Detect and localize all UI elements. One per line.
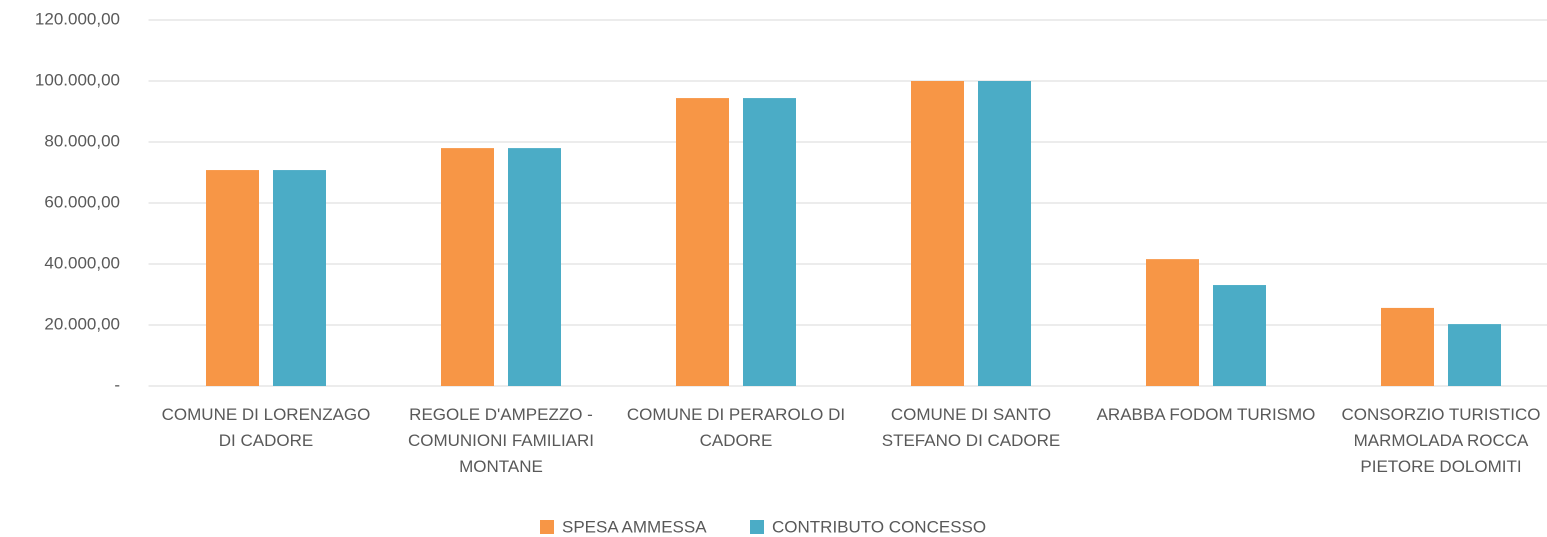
y-tick-label: 20.000,00 [44, 314, 120, 333]
bar [508, 148, 561, 386]
y-tick-label: - [114, 375, 120, 394]
legend-label: SPESA AMMESSA [562, 517, 707, 536]
legend-label: CONTRIBUTO CONCESSO [772, 517, 986, 536]
x-tick-label: ARABBA FODOM TURISMO [1096, 405, 1316, 424]
bar [441, 148, 494, 386]
legend-swatch [750, 520, 764, 534]
bar [978, 81, 1031, 386]
legend-swatch [540, 520, 554, 534]
bar [206, 170, 259, 386]
x-tick-label: REGOLE D'AMPEZZO - COMUNIONI FAMILIARI M… [407, 405, 595, 476]
bar [1381, 307, 1434, 386]
x-tick-label: COMUNE DI SANTO STEFANO DI CADORE [881, 405, 1061, 450]
x-tick-label: COMUNE DI LORENZAGO DI CADORE [161, 405, 371, 450]
bar [1448, 324, 1501, 386]
x-tick-label: COMUNE DI PERAROLO DI CADORE [626, 405, 846, 450]
y-tick-label: 120.000,00 [35, 9, 120, 28]
x-tick-label: CONSORZIO TURISTICO MARMOLADA ROCCA PIET… [1341, 405, 1541, 476]
y-tick-label: 40.000,00 [44, 253, 120, 272]
bar [273, 170, 326, 386]
bar [676, 98, 729, 386]
bar [1213, 285, 1266, 386]
y-tick-label: 100.000,00 [35, 70, 120, 89]
bar [743, 98, 796, 386]
bar [911, 81, 964, 386]
bar [1146, 259, 1199, 386]
y-tick-label: 80.000,00 [44, 131, 120, 150]
y-tick-label: 60.000,00 [44, 192, 120, 211]
